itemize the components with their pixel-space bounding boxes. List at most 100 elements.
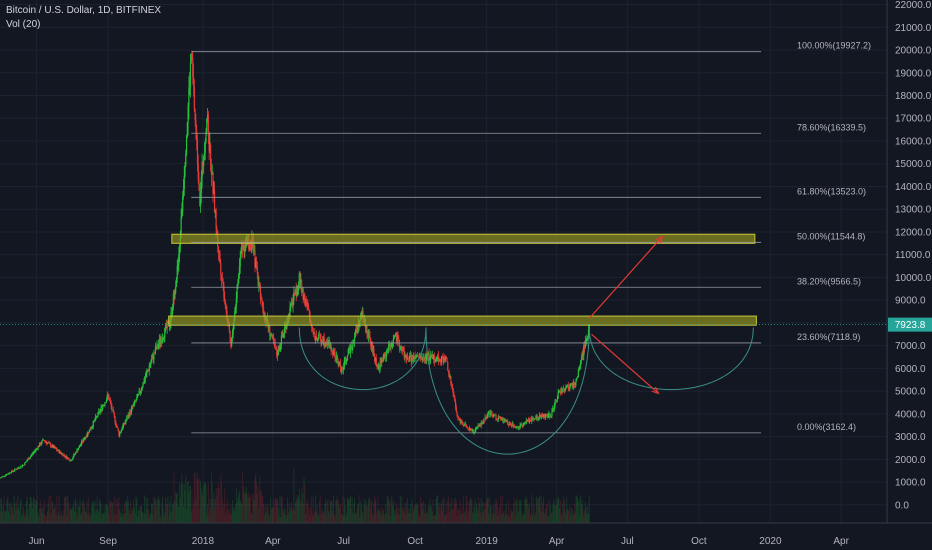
volume-indicator-label[interactable]: Vol (20) bbox=[6, 19, 41, 30]
candle-body bbox=[518, 426, 520, 428]
volume-bar bbox=[32, 507, 34, 523]
volume-bar bbox=[409, 504, 411, 523]
volume-bar bbox=[571, 509, 573, 523]
candle-body bbox=[61, 453, 63, 455]
candle-body bbox=[162, 338, 164, 340]
candle-body bbox=[524, 422, 527, 424]
candle-body bbox=[81, 441, 84, 443]
volume-bar bbox=[498, 505, 500, 523]
volume-bar bbox=[21, 516, 23, 523]
candle-body bbox=[534, 418, 536, 420]
candle-body bbox=[30, 455, 32, 457]
volume-bar bbox=[336, 496, 338, 523]
price-axis[interactable]: 0.01000.02000.03000.04000.05000.06000.07… bbox=[895, 0, 932, 511]
volume-bar bbox=[46, 516, 48, 523]
candle-body bbox=[528, 419, 531, 423]
volume-bar bbox=[409, 512, 411, 523]
candle-body bbox=[7, 473, 10, 475]
candle-body bbox=[64, 455, 66, 458]
volume-bar bbox=[178, 506, 180, 523]
candle-body bbox=[463, 425, 465, 426]
volume-bar bbox=[78, 507, 80, 523]
volume-bar bbox=[183, 483, 185, 523]
candle-body bbox=[556, 398, 558, 401]
volume-bar bbox=[326, 516, 328, 523]
volume-bar bbox=[353, 497, 355, 523]
volume-bar bbox=[528, 502, 530, 523]
candle-body bbox=[97, 412, 99, 417]
volume-bar bbox=[75, 512, 77, 523]
candle-body bbox=[228, 324, 230, 331]
candle-body bbox=[324, 343, 326, 345]
candle-body bbox=[409, 355, 411, 361]
volume-bar bbox=[143, 513, 145, 523]
time-axis[interactable]: Jun Sep 2018 Apr Jul Oct 2019 Apr Jul Oct 2020 Apr bbox=[28, 536, 849, 547]
candle-body bbox=[563, 387, 565, 391]
candle-body bbox=[9, 472, 11, 474]
resistance-zone bbox=[171, 233, 756, 244]
volume-bar bbox=[390, 499, 392, 523]
fibonacci-retracement[interactable]: 100.00%(19927.2)78.60%(16339.5)61.80%(13… bbox=[191, 41, 871, 434]
volume-bar bbox=[99, 500, 101, 523]
volume-bar bbox=[510, 507, 512, 523]
volume-bar bbox=[378, 510, 380, 523]
volume-bar bbox=[284, 515, 286, 523]
candle-body bbox=[342, 368, 344, 370]
symbol-title[interactable]: Bitcoin / U.S. Dollar, 1D, BITFINEX bbox=[6, 5, 162, 16]
volume-bar bbox=[315, 495, 317, 523]
candle-body bbox=[377, 366, 379, 368]
time-tick-label: Apr bbox=[265, 536, 281, 547]
candle-body bbox=[140, 390, 142, 393]
candle-body bbox=[154, 346, 157, 353]
volume-bar bbox=[227, 498, 229, 523]
candle-body bbox=[556, 400, 558, 402]
candle-body bbox=[78, 445, 80, 449]
candle-body bbox=[350, 346, 352, 353]
volume-bar bbox=[585, 507, 587, 523]
candle-body bbox=[351, 345, 353, 349]
volume-bar bbox=[166, 504, 168, 523]
volume-bar bbox=[418, 513, 420, 523]
volume-bar bbox=[479, 502, 481, 523]
candle-body bbox=[440, 356, 443, 363]
volume-bar bbox=[587, 513, 589, 523]
candle-body bbox=[397, 336, 399, 339]
volume-bar bbox=[377, 497, 379, 523]
candle-body bbox=[547, 415, 549, 417]
volume-bar bbox=[206, 515, 208, 523]
candle-body bbox=[336, 355, 338, 360]
candle-body bbox=[223, 284, 225, 298]
volume-bar bbox=[1, 499, 3, 523]
candle-body bbox=[271, 334, 273, 337]
candle-body bbox=[409, 355, 412, 357]
candle-body bbox=[362, 310, 364, 319]
volume-bar bbox=[116, 499, 118, 523]
volume-bar bbox=[343, 516, 345, 523]
candle-body bbox=[91, 427, 93, 429]
volume-bar bbox=[266, 512, 268, 523]
candle-body bbox=[423, 356, 425, 358]
volume-bar bbox=[71, 509, 73, 523]
candle-body bbox=[487, 413, 489, 416]
candle-body bbox=[81, 441, 83, 445]
volume-bar bbox=[393, 508, 395, 523]
volume-bar bbox=[408, 508, 410, 523]
price-tick-label: 22000.0 bbox=[895, 0, 932, 11]
candle-body bbox=[458, 418, 461, 419]
candle-body bbox=[356, 328, 359, 330]
candle-body bbox=[383, 353, 385, 359]
candle-body bbox=[505, 421, 507, 423]
candle-body bbox=[166, 321, 168, 329]
candle-body bbox=[478, 424, 480, 426]
candle-body bbox=[443, 357, 445, 361]
candle-body bbox=[112, 409, 114, 411]
volume-bar bbox=[465, 495, 467, 523]
volume-bar bbox=[497, 515, 499, 523]
candle-body bbox=[109, 400, 111, 403]
candle-body bbox=[565, 387, 567, 389]
volume-bar bbox=[205, 484, 207, 523]
candle-body bbox=[58, 449, 60, 454]
candle-body bbox=[516, 426, 518, 428]
candle-body bbox=[203, 152, 206, 157]
